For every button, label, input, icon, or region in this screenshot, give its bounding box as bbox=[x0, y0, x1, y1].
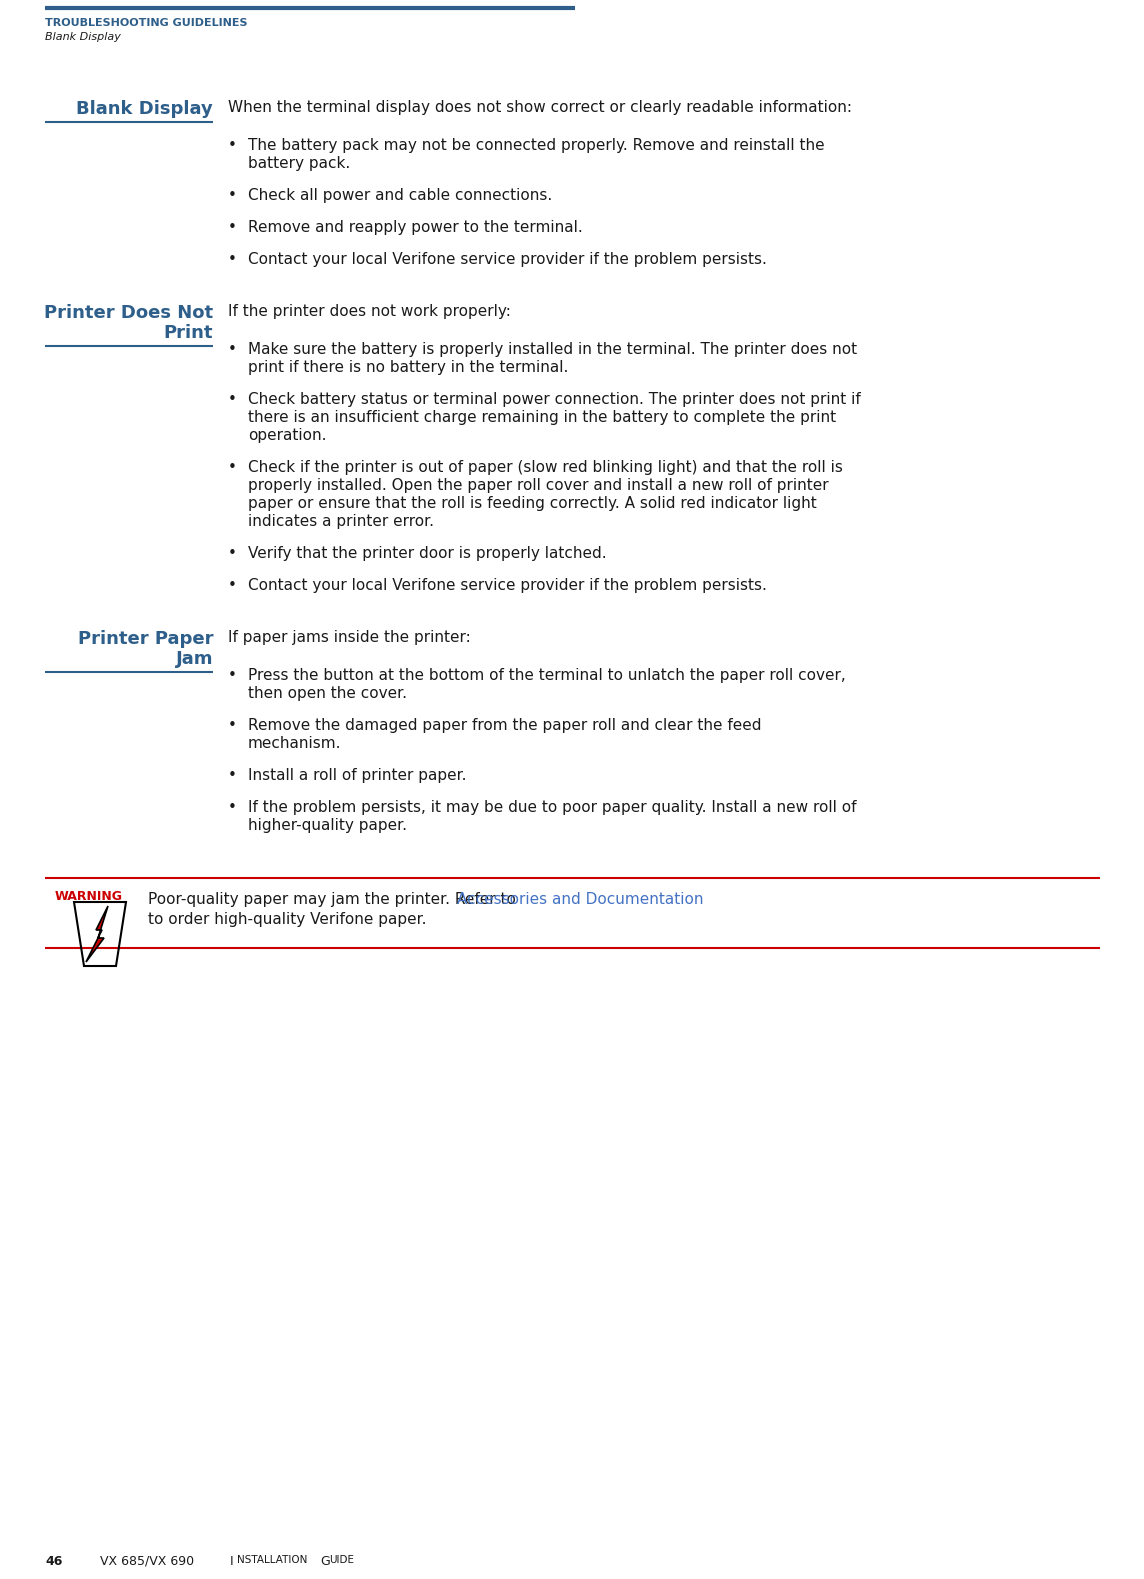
Text: Remove the damaged paper from the paper roll and clear the feed: Remove the damaged paper from the paper … bbox=[248, 718, 762, 733]
Text: •: • bbox=[228, 459, 237, 475]
Text: •: • bbox=[228, 578, 237, 594]
Text: Verify that the printer door is properly latched.: Verify that the printer door is properly… bbox=[248, 546, 606, 561]
Text: Jam: Jam bbox=[175, 651, 213, 668]
Text: indicates a printer error.: indicates a printer error. bbox=[248, 515, 434, 529]
Text: The battery pack may not be connected properly. Remove and reinstall the: The battery pack may not be connected pr… bbox=[248, 137, 825, 153]
Text: mechanism.: mechanism. bbox=[248, 736, 342, 752]
Text: to order high-quality Verifone paper.: to order high-quality Verifone paper. bbox=[148, 913, 427, 927]
Text: •: • bbox=[228, 392, 237, 407]
Text: Remove and reapply power to the terminal.: Remove and reapply power to the terminal… bbox=[248, 219, 582, 235]
Text: If the problem persists, it may be due to poor paper quality. Install a new roll: If the problem persists, it may be due t… bbox=[248, 801, 857, 815]
Text: Printer Paper: Printer Paper bbox=[78, 630, 213, 647]
Text: If paper jams inside the printer:: If paper jams inside the printer: bbox=[228, 630, 470, 644]
Text: paper or ensure that the roll is feeding correctly. A solid red indicator light: paper or ensure that the roll is feeding… bbox=[248, 496, 817, 512]
Text: G: G bbox=[320, 1555, 329, 1568]
Text: Check all power and cable connections.: Check all power and cable connections. bbox=[248, 188, 553, 204]
Text: Install a roll of printer paper.: Install a roll of printer paper. bbox=[248, 767, 467, 783]
Text: •: • bbox=[228, 253, 237, 267]
Text: Printer Does Not: Printer Does Not bbox=[43, 305, 213, 322]
Text: I: I bbox=[230, 1555, 233, 1568]
Text: WARNING: WARNING bbox=[55, 891, 124, 903]
Text: Make sure the battery is properly installed in the terminal. The printer does no: Make sure the battery is properly instal… bbox=[248, 343, 857, 357]
Text: •: • bbox=[228, 343, 237, 357]
Text: operation.: operation. bbox=[248, 428, 326, 444]
Text: TROUBLESHOOTING GUIDELINES: TROUBLESHOOTING GUIDELINES bbox=[45, 17, 247, 28]
Text: Check if the printer is out of paper (slow red blinking light) and that the roll: Check if the printer is out of paper (sl… bbox=[248, 459, 843, 475]
Text: UIDE: UIDE bbox=[329, 1555, 353, 1565]
Text: Blank Display: Blank Display bbox=[45, 32, 121, 43]
Text: •: • bbox=[228, 188, 237, 204]
Text: Accessories and Documentation: Accessories and Documentation bbox=[456, 892, 704, 906]
Text: •: • bbox=[228, 767, 237, 783]
Text: •: • bbox=[228, 137, 237, 153]
Text: Blank Display: Blank Display bbox=[77, 99, 213, 118]
Text: VX 685/VX 690: VX 685/VX 690 bbox=[100, 1555, 198, 1568]
Text: print if there is no battery in the terminal.: print if there is no battery in the term… bbox=[248, 360, 569, 374]
Text: •: • bbox=[228, 668, 237, 684]
Text: battery pack.: battery pack. bbox=[248, 156, 350, 171]
Text: •: • bbox=[228, 219, 237, 235]
Text: higher-quality paper.: higher-quality paper. bbox=[248, 818, 407, 834]
Text: Contact your local Verifone service provider if the problem persists.: Contact your local Verifone service prov… bbox=[248, 253, 766, 267]
Text: •: • bbox=[228, 801, 237, 815]
Text: Poor-quality paper may jam the printer. Refer to: Poor-quality paper may jam the printer. … bbox=[148, 892, 521, 906]
Text: Press the button at the bottom of the terminal to unlatch the paper roll cover,: Press the button at the bottom of the te… bbox=[248, 668, 845, 684]
Polygon shape bbox=[86, 906, 108, 962]
Text: properly installed. Open the paper roll cover and install a new roll of printer: properly installed. Open the paper roll … bbox=[248, 478, 828, 493]
Text: 46: 46 bbox=[45, 1555, 63, 1568]
Text: •: • bbox=[228, 546, 237, 561]
Text: Print: Print bbox=[164, 324, 213, 343]
Text: If the printer does not work properly:: If the printer does not work properly: bbox=[228, 305, 511, 319]
Text: there is an insufficient charge remaining in the battery to complete the print: there is an insufficient charge remainin… bbox=[248, 411, 836, 425]
Text: Contact your local Verifone service provider if the problem persists.: Contact your local Verifone service prov… bbox=[248, 578, 766, 594]
Text: NSTALLATION: NSTALLATION bbox=[237, 1555, 311, 1565]
Text: then open the cover.: then open the cover. bbox=[248, 685, 407, 701]
Text: •: • bbox=[228, 718, 237, 733]
Text: Check battery status or terminal power connection. The printer does not print if: Check battery status or terminal power c… bbox=[248, 392, 860, 407]
Text: When the terminal display does not show correct or clearly readable information:: When the terminal display does not show … bbox=[228, 99, 852, 115]
